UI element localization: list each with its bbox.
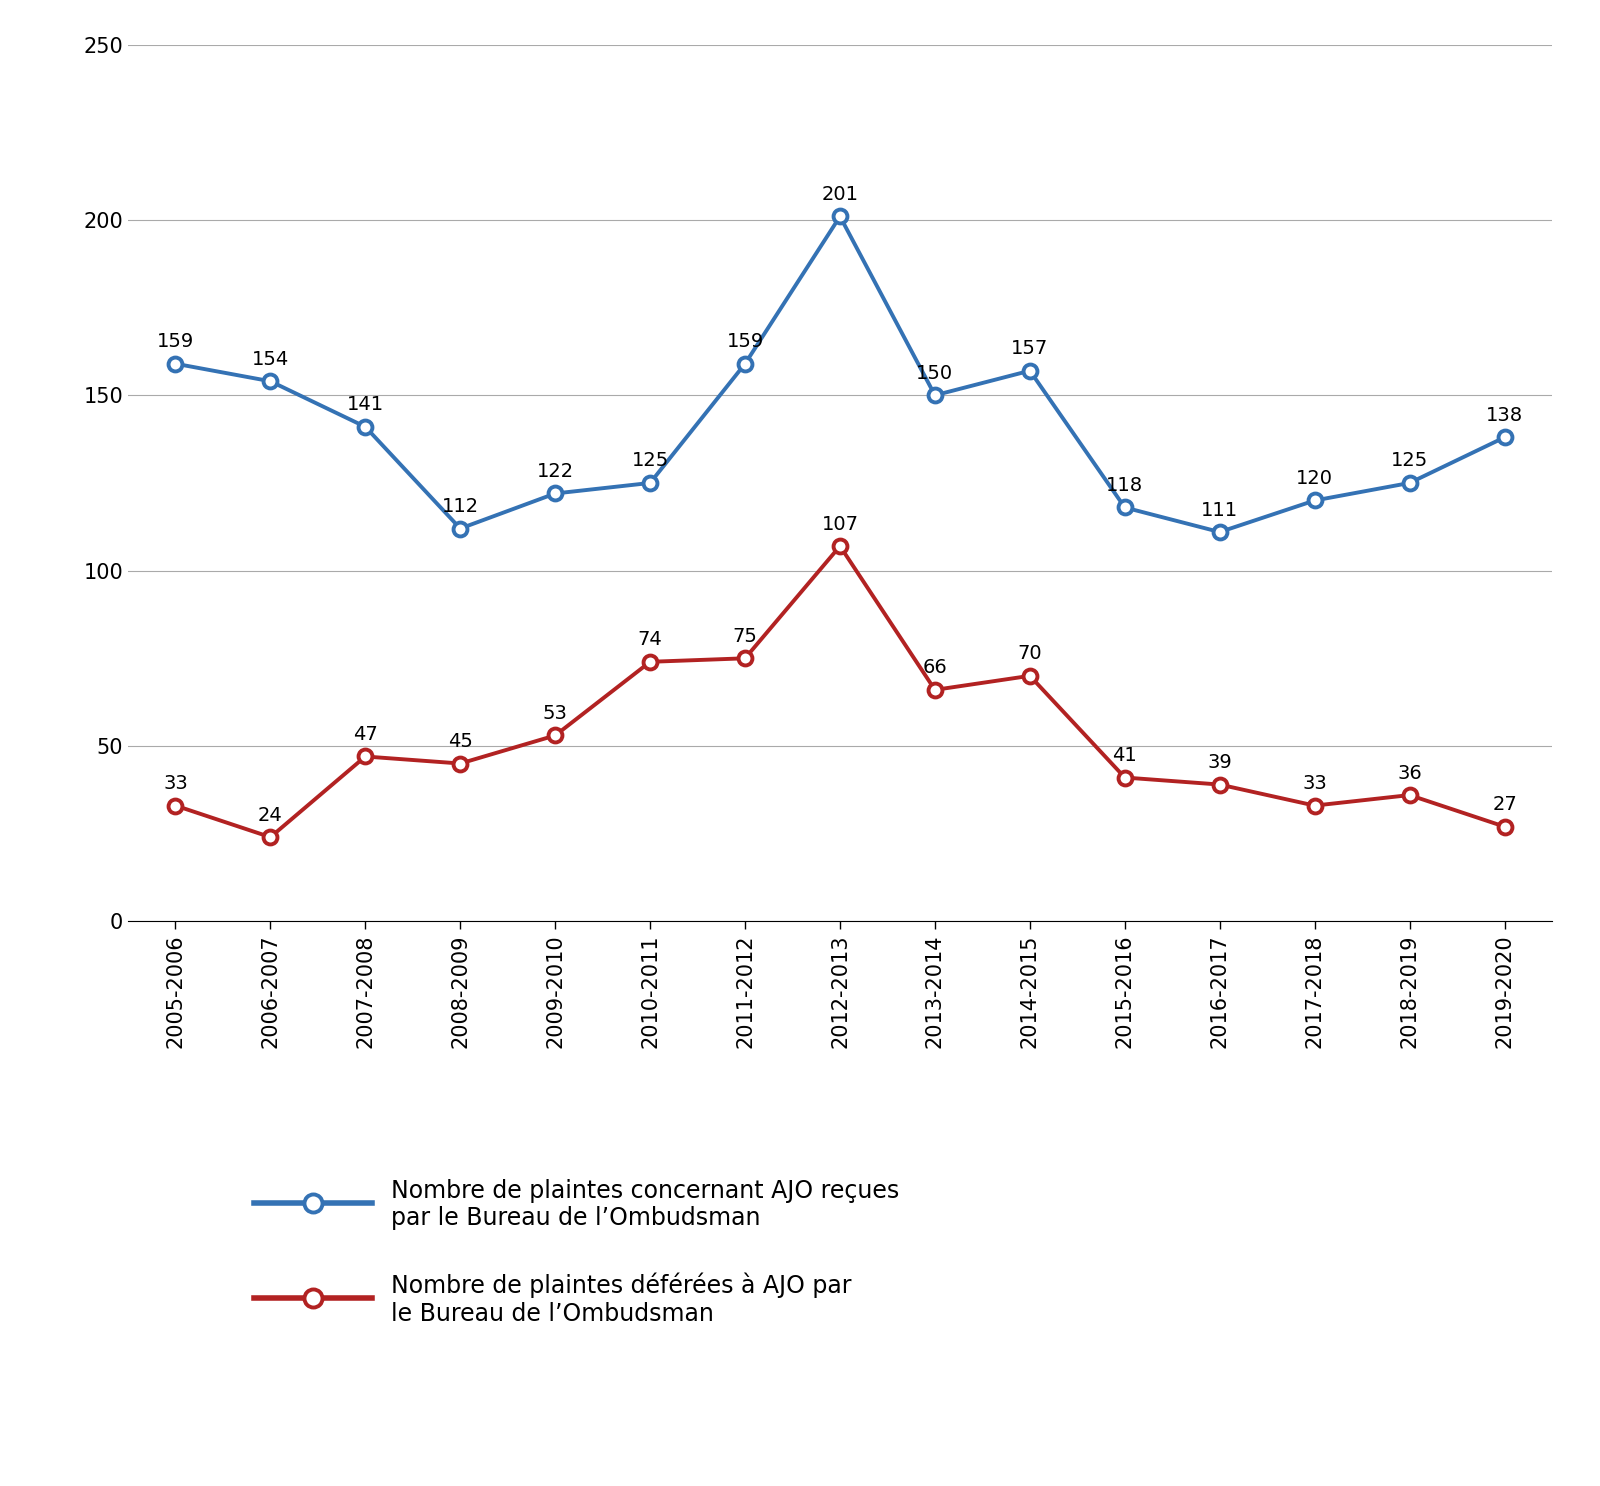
Text: 45: 45 <box>448 733 472 750</box>
Text: 33: 33 <box>163 774 187 794</box>
Text: 27: 27 <box>1493 795 1517 814</box>
Text: 138: 138 <box>1486 406 1523 425</box>
Text: 39: 39 <box>1208 753 1232 773</box>
Text: 66: 66 <box>923 658 947 678</box>
Text: 41: 41 <box>1112 746 1138 765</box>
Text: 157: 157 <box>1011 339 1048 358</box>
Text: 33: 33 <box>1302 774 1326 794</box>
Text: 125: 125 <box>632 452 669 471</box>
Text: 150: 150 <box>917 364 954 383</box>
Text: 107: 107 <box>821 514 859 533</box>
Text: 36: 36 <box>1397 764 1422 783</box>
Text: 70: 70 <box>1018 645 1042 663</box>
Text: 159: 159 <box>157 333 194 351</box>
Text: 125: 125 <box>1390 452 1429 471</box>
Text: 111: 111 <box>1202 501 1238 520</box>
Text: 122: 122 <box>536 462 574 481</box>
Text: 159: 159 <box>726 333 763 351</box>
Text: 112: 112 <box>442 496 478 516</box>
Text: 24: 24 <box>258 805 283 825</box>
Text: 75: 75 <box>733 627 757 646</box>
Text: 74: 74 <box>638 630 662 649</box>
Text: 141: 141 <box>347 395 384 415</box>
Text: 118: 118 <box>1106 476 1144 495</box>
Text: 120: 120 <box>1296 470 1333 487</box>
Text: 53: 53 <box>542 704 568 724</box>
Legend: Nombre de plaintes concernant AJO reçues
par le Bureau de l’Ombudsman, Nombre de: Nombre de plaintes concernant AJO reçues… <box>254 1178 899 1326</box>
Text: 154: 154 <box>251 349 290 369</box>
Text: 201: 201 <box>821 184 859 204</box>
Text: 47: 47 <box>354 725 378 744</box>
